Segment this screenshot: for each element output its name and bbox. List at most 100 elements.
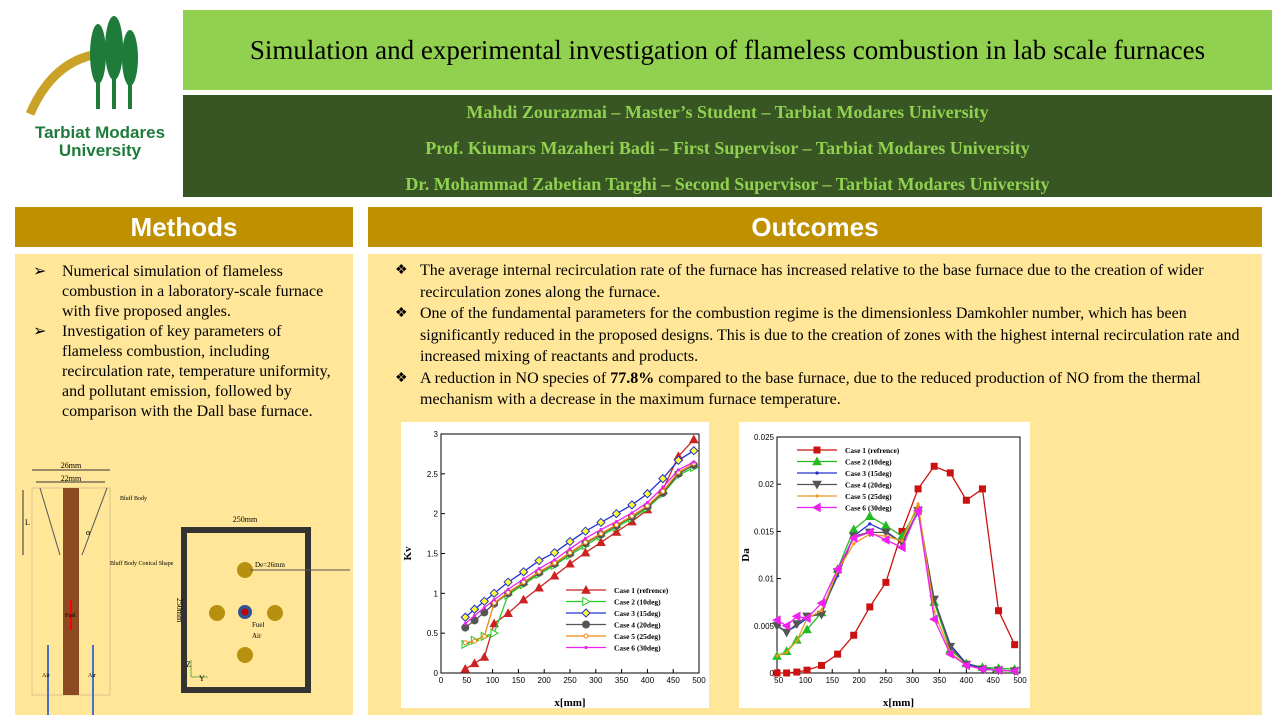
author-1: Mahdi Zourazmai – Master’s Student – Tar…: [466, 102, 989, 122]
y-tick-label: 0.025: [754, 433, 775, 442]
data-point: [489, 588, 499, 599]
dim-inner: 22mm: [61, 474, 82, 483]
series-3: [460, 446, 699, 622]
data-point: [479, 652, 490, 661]
series-6: [771, 505, 1019, 676]
data-point: [460, 663, 471, 673]
data-point: [552, 558, 557, 562]
data-point: [611, 526, 622, 536]
data-point: [645, 500, 649, 505]
data-point: [598, 531, 604, 537]
data-point: [518, 594, 529, 604]
y-tick-label: 0.005: [754, 622, 775, 631]
data-point: [599, 528, 603, 532]
series-3: [775, 510, 1017, 673]
data-point: [848, 533, 858, 543]
air-port-label: Air: [252, 632, 262, 640]
data-point: [882, 578, 890, 586]
data-point: [469, 604, 480, 614]
plot-frame: [776, 436, 1021, 674]
box-width-label: 250mm: [233, 515, 258, 524]
data-point: [470, 616, 479, 625]
legend-marker: [815, 471, 819, 475]
fuel-port-label: Fuel: [252, 621, 265, 629]
data-point: [537, 567, 541, 571]
data-point: [614, 520, 619, 524]
data-point: [771, 615, 781, 625]
y-tick-label: 0.5: [427, 629, 439, 638]
data-point: [995, 607, 1003, 615]
methods-heading: Methods: [15, 207, 353, 247]
data-point: [785, 650, 789, 654]
axis-z: Z: [186, 660, 191, 669]
outcome-text: compared to the base furnace, due to the…: [420, 369, 1201, 409]
data-point: [852, 542, 856, 546]
data-point: [773, 669, 781, 677]
furnace-diagram: 26mm 22mm L α Bluff Body Bluff Body Coni…: [22, 461, 350, 715]
data-point: [481, 633, 487, 639]
y-tick-label: 0.01: [758, 575, 774, 584]
air-label-right: Air: [88, 673, 96, 679]
data-point: [689, 446, 699, 456]
data-point: [644, 503, 650, 509]
data-point: [482, 606, 486, 610]
y-tick-label: 3: [434, 430, 439, 439]
legend-label: Case 6 (30deg): [845, 504, 892, 513]
data-point: [946, 469, 954, 477]
legend-label: Case 6 (30deg): [614, 644, 661, 653]
x-tick-label: 400: [960, 676, 974, 685]
y-tick-label: 2.5: [427, 470, 439, 479]
data-point: [961, 660, 971, 671]
data-point: [864, 527, 874, 538]
legend-marker: [581, 608, 591, 618]
data-point: [506, 587, 510, 591]
data-point: [791, 611, 801, 622]
methods-list: Numerical simulation of flameless combus…: [25, 262, 345, 422]
data-point: [802, 624, 812, 634]
box-height-label: 250mm: [175, 598, 184, 623]
data-point: [868, 522, 872, 526]
bluff-body-label: Bluff Body: [120, 495, 147, 502]
series-line: [777, 465, 1016, 674]
y-tick-label: 0.02: [758, 480, 774, 489]
x-tick-label: 450: [667, 676, 681, 685]
legend-marker: [583, 633, 589, 639]
x-tick-label: 350: [615, 676, 629, 685]
series-6: [463, 460, 696, 626]
data-point: [930, 462, 938, 470]
x-tick-label: 200: [852, 676, 866, 685]
data-point: [642, 489, 653, 499]
author-2: Prof. Kiumars Mazaheri Badi – First Supe…: [425, 138, 1030, 158]
x-tick-label: 250: [563, 676, 577, 685]
x-tick-label: 50: [462, 676, 471, 685]
x-tick-label: 150: [826, 676, 840, 685]
x-axis-label: x[mm]: [554, 697, 585, 708]
data-point: [962, 496, 970, 504]
data-point: [916, 502, 920, 506]
y-tick-label: 1: [434, 589, 439, 598]
data-point: [534, 582, 544, 592]
x-tick-label: 400: [641, 676, 655, 685]
data-point: [521, 579, 527, 585]
data-point: [945, 649, 954, 659]
y-tick-label: 1.5: [427, 550, 439, 559]
data-point: [660, 488, 666, 494]
data-point: [900, 539, 904, 543]
data-point: [627, 500, 637, 510]
legend-label: Case 1 (refrence): [614, 586, 669, 595]
outcome-item: The average internal recirculation rate …: [392, 260, 1252, 303]
data-point: [472, 614, 477, 618]
legend-marker: [584, 645, 588, 650]
data-point: [818, 661, 826, 669]
legend-label: Case 4 (20deg): [614, 621, 661, 630]
data-point: [596, 517, 606, 528]
data-point: [783, 669, 791, 677]
axis-y: Y: [199, 674, 205, 683]
data-point: [492, 598, 496, 602]
data-point: [518, 567, 529, 577]
data-point: [993, 665, 1003, 676]
data-point: [463, 622, 467, 626]
logo-text-2: University: [59, 141, 142, 160]
x-tick-label: 450: [986, 676, 1000, 685]
data-point: [469, 658, 480, 668]
